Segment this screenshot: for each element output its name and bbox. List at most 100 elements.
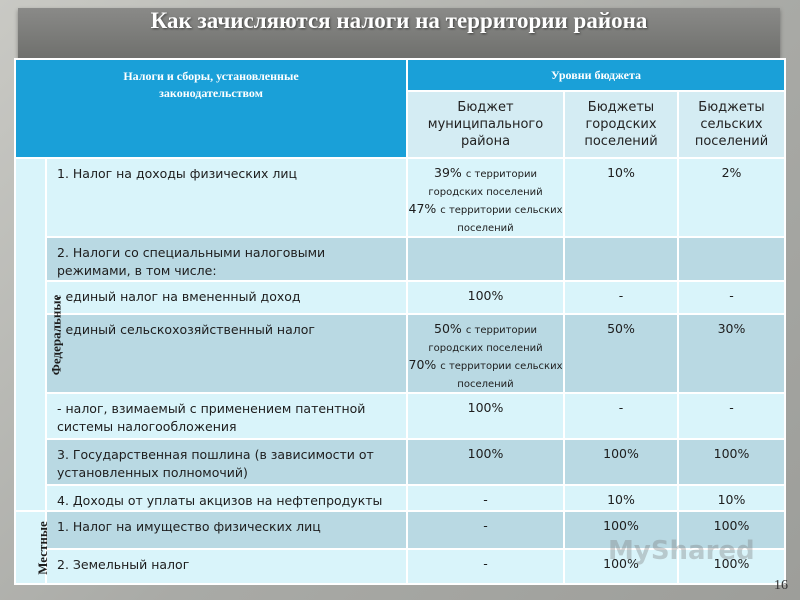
share-line: 50% [565,320,677,337]
share-line: 100% [679,445,784,462]
table-row: 4. Доходы от уплаты акцизов на нефтепрод… [15,484,787,512]
share-line: - [408,555,563,572]
share-value: 10% [717,492,746,507]
share-value: - [483,492,488,507]
share-note: с территории сельских поселений [440,205,563,234]
tax-name: 4. Доходы от уплаты акцизов на нефтепрод… [45,484,408,512]
budget-share: 10% [563,157,679,238]
tax-table: Налоги и сборы, установленные законодате… [14,58,787,585]
share-line: 100% [408,287,563,304]
share-line: 30% [679,320,784,337]
share-line: - [679,399,784,416]
budget-share: 100% [676,438,787,486]
tax-name: 2. Земельный налог [45,548,408,585]
share-value: 100% [603,518,639,533]
column-header-text: Бюджеты сельских поселений [694,100,769,149]
share-line: 100% [679,517,784,534]
tax-name: - единый сельскохозяйственный налог [45,313,408,394]
column-header: Бюджеты городских поселений [563,90,679,159]
share-value: 50% [434,321,462,336]
budget-share: - [406,548,565,585]
budget-share [563,236,679,282]
share-line: 100% [565,555,677,572]
share-line: - [408,491,563,508]
share-line: 100% [679,555,784,572]
budget-share: 50% [563,313,679,394]
budget-share: 100% [563,548,679,585]
tax-name: 1. Налог на доходы физических лиц [45,157,408,238]
share-value: 100% [713,518,750,533]
share-line: 10% [565,491,677,508]
share-line: - [565,399,677,416]
budget-share: - [676,392,787,440]
budget-share: - [406,484,565,512]
budget-share: 10% [563,484,679,512]
group-label: Местные [34,520,50,575]
table-row: - единый налог на вмененный доход 100% - - [15,280,787,315]
share-line: 39% с территории городских поселений [408,164,563,200]
share-line: 10% [679,491,784,508]
share-value: - [618,400,624,415]
share-line: 100% [408,399,563,416]
budget-share: 100% [563,510,679,550]
column-header: Бюджеты сельских поселений [676,90,787,159]
budget-share: 100% [406,280,565,315]
budget-share: 30% [676,313,787,394]
budget-share: 100% [563,438,679,486]
budget-share: 100% [676,510,787,550]
share-value: 50% [607,321,635,336]
share-line: - [679,287,784,304]
share-line: 50% с территории городских поселений [408,320,563,356]
budget-share: 10% [676,484,787,512]
column-header: Бюджет муниципального района [406,90,565,159]
header-taxes-text: Налоги и сборы, установленные законодате… [123,69,299,100]
share-value: 100% [603,556,639,571]
share-line: 10% [565,164,677,181]
share-line: 100% [565,517,677,534]
tax-name: 3. Государственная пошлина (в зависимост… [45,438,408,486]
watermark: MyShared [608,536,755,566]
share-value: - [483,556,488,571]
share-note: с территории сельских поселений [440,361,563,390]
share-value: - [729,288,734,303]
table-row: 3. Государственная пошлина (в зависимост… [15,438,787,486]
table-row: 2. Земельный налог - 100% 100% [15,548,787,585]
budget-share: - [563,280,679,315]
share-value: 39% [434,165,462,180]
slide-title: Как зачисляются налоги на территории рай… [150,8,648,33]
share-line: - [408,517,563,534]
share-value: 100% [603,446,639,461]
table-row: Федеральные 1. Налог на доходы физических… [14,157,787,512]
group-cell: Федеральные [14,157,63,512]
title-bar: Как зачисляются налоги на территории рай… [18,8,780,58]
budget-share: - [676,280,787,315]
table-row: - налог, взимаемый с применением патентн… [15,392,787,440]
share-value: 30% [717,321,746,336]
share-line: 2% [679,164,784,181]
tax-name: - налог, взимаемый с применением патентн… [45,392,408,440]
share-value: 100% [467,288,504,303]
share-value: 70% [408,357,437,372]
budget-share: - [406,510,565,550]
share-value: 10% [607,165,635,180]
budget-share: 50% с территории городских поселений 70% … [406,313,565,394]
share-value: 2% [721,165,742,180]
share-line: 100% [408,445,563,462]
table-row: Местные 1. Налог на имущество физических … [14,510,787,585]
share-value: 100% [467,400,504,415]
group-label: Федеральные [48,294,64,375]
budget-share [406,236,565,282]
budget-share: 100% [406,392,565,440]
budget-share [676,236,787,282]
column-header-text: Бюджеты городских поселений [584,100,658,149]
budget-share: 100% [406,438,565,486]
table-row: 2. Налоги со специальными налоговыми реж… [15,236,787,282]
budget-share: 100% [676,548,787,585]
share-line: 70% с территории сельских поселений [408,356,563,392]
share-line: - [565,287,677,304]
share-value: - [483,518,488,533]
share-value: 100% [713,446,750,461]
table-row: - единый сельскохозяйственный налог 50% с… [15,313,787,394]
tax-name: 2. Налоги со специальными налоговыми реж… [45,236,408,282]
